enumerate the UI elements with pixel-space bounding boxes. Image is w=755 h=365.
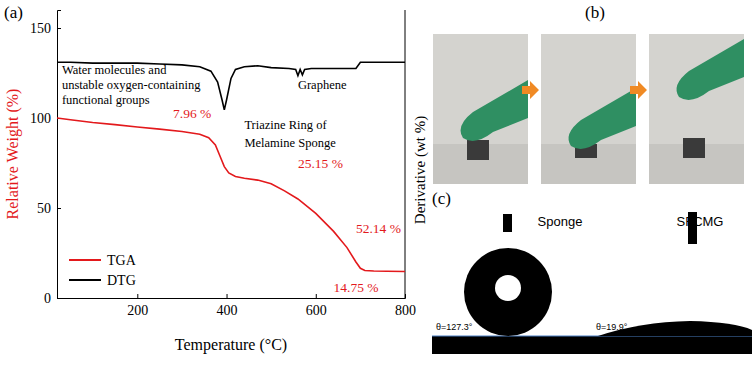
- x-tick: 400: [217, 294, 238, 318]
- droplet-highlight: [495, 275, 521, 301]
- x-tick-label: 600: [306, 303, 327, 318]
- panel-label: (c): [432, 189, 451, 208]
- legend-swatch: [69, 279, 101, 281]
- annotation: Triazine Ring of: [244, 118, 327, 132]
- x-tick: 600: [306, 294, 327, 318]
- sponge-cube: [683, 138, 705, 158]
- annotation: Water molecules and: [62, 63, 167, 77]
- mass-loss-label: 7.96 %: [173, 106, 211, 121]
- y-tick-label: 150: [30, 21, 51, 36]
- mass-loss-label: 14.75 %: [334, 280, 379, 295]
- x-tick-mark: [227, 294, 228, 298]
- needle: [503, 214, 512, 232]
- y-tick: 100: [30, 111, 61, 126]
- glove: [677, 39, 744, 100]
- plot-area: [57, 62, 405, 271]
- photo: [541, 34, 636, 184]
- y-tick-mark: [57, 298, 61, 299]
- annotation: Graphene: [298, 78, 347, 92]
- glove: [569, 88, 636, 149]
- x-tick: 200: [127, 294, 148, 318]
- x-axis: 200 400 600 800: [58, 294, 417, 318]
- annotation: unstable oxygen-containing: [62, 78, 201, 92]
- mass-loss-label: 25.15 %: [298, 156, 343, 171]
- legend: TGA DTG: [69, 253, 137, 288]
- substrate: [432, 336, 752, 354]
- y-tick: 150: [30, 21, 61, 36]
- y2-axis-title: Derivative (wt %): [412, 116, 429, 224]
- x-tick-label: 200: [127, 303, 148, 318]
- x-tick-mark: [137, 294, 138, 298]
- glove: [461, 80, 528, 141]
- legend-label: TGA: [107, 253, 137, 268]
- legend-swatch: [69, 259, 101, 261]
- panel-label: (b): [585, 3, 605, 22]
- y-tick-mark: [57, 208, 61, 209]
- contact-angle: θ=19.9°: [596, 322, 628, 332]
- y2-axis-line: [405, 10, 406, 298]
- legend-label: DTG: [107, 273, 136, 288]
- y-axis-line: [58, 11, 62, 299]
- photo-background: [541, 34, 636, 184]
- annotation: functional groups: [62, 93, 150, 107]
- contact-angle: θ=127.3°: [436, 322, 473, 332]
- x-tick-mark: [316, 294, 317, 298]
- panel-label: (a): [4, 3, 23, 22]
- x-tick-label: 800: [395, 303, 416, 318]
- mass-loss-label: 52.14 %: [356, 221, 401, 236]
- y-tick-label: 50: [37, 201, 51, 216]
- y-axis-title: Relative Weight (%): [4, 89, 22, 220]
- y-tick-label: 0: [44, 291, 51, 306]
- sample-name: SFCMG: [677, 214, 724, 229]
- photo-background: [649, 34, 744, 184]
- droplet: [464, 248, 552, 336]
- photo-table: [541, 144, 636, 184]
- arrow: [630, 81, 647, 99]
- sample-name: Sponge: [538, 214, 583, 229]
- y-axis: 0 50 100 150: [30, 11, 61, 306]
- series-line: [57, 118, 405, 271]
- photo: [433, 34, 528, 184]
- y-tick-label: 100: [30, 111, 51, 126]
- x-axis-title: Temperature (°C): [175, 336, 287, 354]
- series-line: [57, 62, 405, 110]
- photo: [649, 34, 744, 184]
- contact-angle-image: [432, 210, 752, 355]
- annotation: Melamine Sponge: [244, 136, 336, 150]
- figure: (a) 200 400 600 800 0 50 100 150 Temperature (°C)…: [0, 0, 755, 365]
- image-background: [432, 210, 752, 355]
- photo-background: [433, 34, 528, 184]
- y-tick-mark: [57, 28, 61, 29]
- y-tick: 50: [37, 201, 61, 216]
- sponge-cube: [467, 140, 489, 160]
- x-tick-label: 400: [217, 303, 238, 318]
- y-tick: 0: [44, 291, 61, 306]
- arrow: [522, 81, 539, 99]
